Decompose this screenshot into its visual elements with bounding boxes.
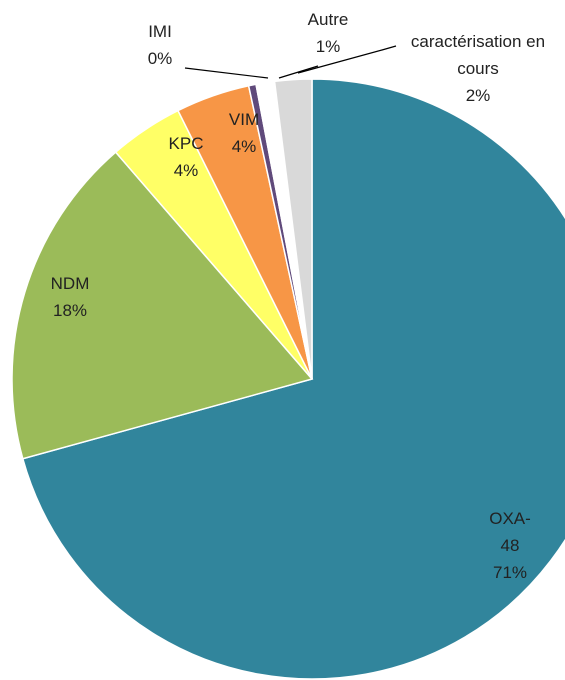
- value-label: 71%: [492, 563, 528, 582]
- leader-line: [297, 45, 397, 74]
- value-label: 18%: [52, 301, 88, 320]
- value-label: 4%: [173, 161, 199, 180]
- leader-line: [184, 67, 269, 79]
- value-label: 0%: [147, 49, 173, 68]
- pie-slice: [21, 78, 565, 680]
- slice-label: Autre 1%: [308, 6, 349, 60]
- value-label: 4%: [231, 137, 257, 156]
- category-label: OXA-48: [489, 509, 531, 555]
- category-label: KPC: [168, 134, 204, 153]
- slice-label: IMI 0%: [148, 18, 173, 72]
- category-label: caractérisation en cours: [410, 32, 546, 78]
- slice-label: VIM 4%: [229, 106, 259, 160]
- value-label: 1%: [315, 37, 341, 56]
- category-label: NDM: [50, 274, 90, 293]
- slice-label: KPC 4%: [169, 130, 204, 184]
- leader-line: [278, 65, 319, 79]
- slice-label: NDM 18%: [51, 270, 90, 324]
- slice-label: caractérisation en cours 2%: [393, 28, 563, 109]
- value-label: 2%: [465, 86, 491, 105]
- pie-slice: [11, 151, 314, 460]
- slice-label: OXA-48 71%: [483, 505, 538, 586]
- category-label: IMI: [148, 22, 172, 41]
- pie-slice: [273, 78, 313, 380]
- category-label: Autre: [307, 10, 349, 29]
- category-label: VIM: [228, 110, 260, 129]
